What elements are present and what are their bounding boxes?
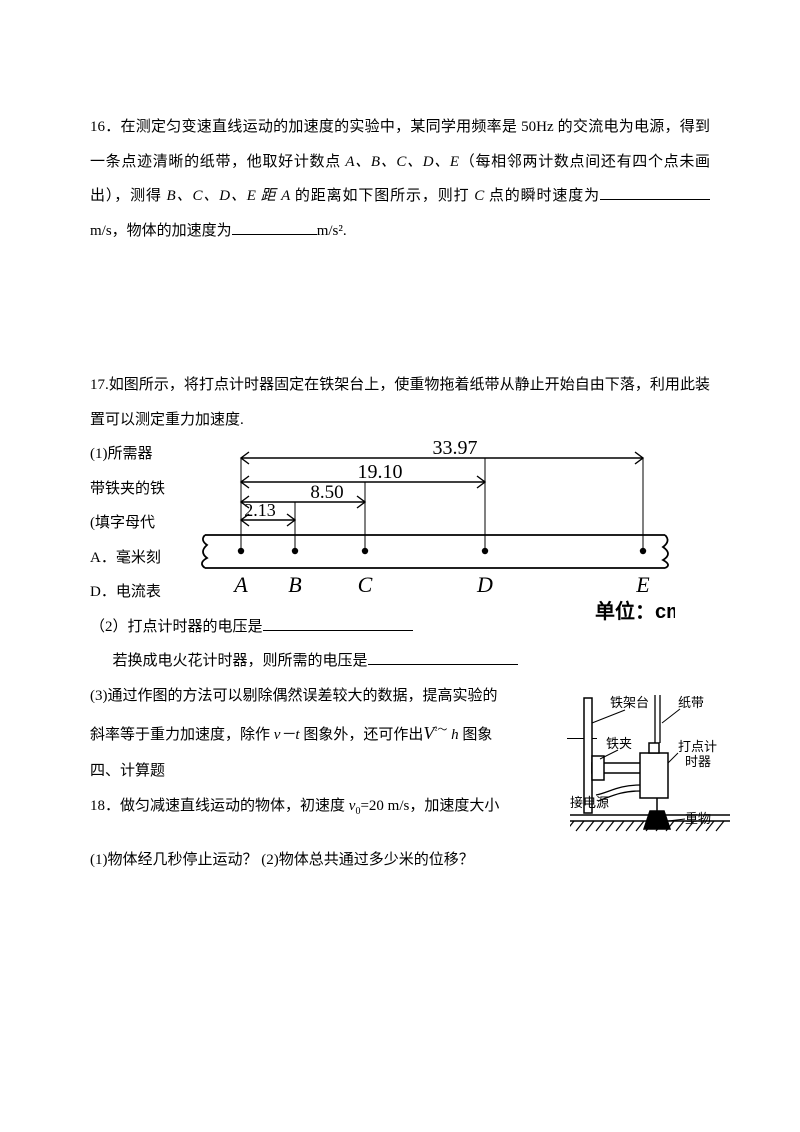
q16-blank1[interactable] xyxy=(600,184,710,200)
q17-p3b-b: 图象外，还可作出 xyxy=(300,727,424,743)
q16-tc: 的距离如下图所示，则打 xyxy=(290,188,474,204)
q16-ptc: C xyxy=(474,188,484,204)
tape-d4: 2.13 xyxy=(244,500,276,520)
q17-p3b-tilde: ～ xyxy=(437,725,447,736)
q17-p3b-h: h xyxy=(447,727,458,743)
q17-p3b-a: 斜率等于重力加速度，除作 xyxy=(90,727,274,743)
q17-p3b-V: V xyxy=(423,723,434,743)
tape-A: A xyxy=(232,572,248,597)
q17-p3b-expr: v－t xyxy=(274,727,300,743)
q17-p2b-text: 若换成电火花计时器，则所需的电压是 xyxy=(113,653,368,669)
app-l1: 铁架台 xyxy=(610,695,649,710)
apparatus-diagram: 铁架台 纸带 铁夹 打点计 时器 接电源 重物 xyxy=(570,693,745,868)
app-l4: 打点计 xyxy=(678,739,717,754)
app-l3: 铁夹 xyxy=(606,736,632,751)
q17-intro-text: 如图所示，将打点计时器固定在铁架台上，使重物拖着纸带从静止开始自由下落，利用此装… xyxy=(90,377,710,428)
tape-d3: 8.50 xyxy=(310,482,343,503)
q17-p3b-c: 图象 xyxy=(459,727,493,743)
q16: 16．在测定匀变速直线运动的加速度的实验中，某同学用频率是 50Hz 的交流电为… xyxy=(90,110,710,248)
q16-u1: m/s，物体的加速度为 xyxy=(90,223,232,239)
tape-d1: 33.97 xyxy=(433,440,478,459)
q18-number: 18． xyxy=(90,798,120,814)
q16-pts: A、B、C、D、E xyxy=(345,154,459,170)
q16-u2: m/s². xyxy=(317,223,347,239)
tape-E: E xyxy=(635,572,650,597)
app-l4b: 时器 xyxy=(685,754,711,769)
q17-p2b: 若换成电火花计时器，则所需的电压是 xyxy=(90,644,710,679)
tape-diagram: 33.97 19.10 8.50 xyxy=(195,440,675,625)
tape-unit: 单位：cm xyxy=(595,599,675,623)
q16-blank2[interactable] xyxy=(232,219,317,235)
q17-blank-p2b[interactable] xyxy=(368,649,518,665)
q18-ta: 做匀减速直线运动的物体，初速度 xyxy=(120,798,349,814)
q17-p3-text: (3)通过作图的方法可以剔除偶然误差较大的数据，提高实验的 xyxy=(90,688,498,704)
tape-C: C xyxy=(358,572,373,597)
q16-number: 16． xyxy=(90,119,121,135)
app-l5: 接电源 xyxy=(570,795,609,810)
q16-td: 点的瞬时速度为 xyxy=(484,188,600,204)
tape-D: D xyxy=(476,572,493,597)
tape-B: B xyxy=(288,572,301,597)
q17: 17.如图所示，将打点计时器固定在铁架台上，使重物拖着纸带从静止开始自由下落，利… xyxy=(90,368,710,754)
q18-v0val: =20 m/s，加速度大小 xyxy=(360,798,499,814)
tape-d2: 19.10 xyxy=(358,461,403,483)
app-l2: 纸带 xyxy=(678,695,704,710)
q16-dists: B、C、D、E 距 A xyxy=(167,188,291,204)
q17-number: 17. xyxy=(90,377,109,393)
q17-intro: 17.如图所示，将打点计时器固定在铁架台上，使重物拖着纸带从静止开始自由下落，利… xyxy=(90,368,710,437)
app-l6: 重物 xyxy=(685,811,711,826)
